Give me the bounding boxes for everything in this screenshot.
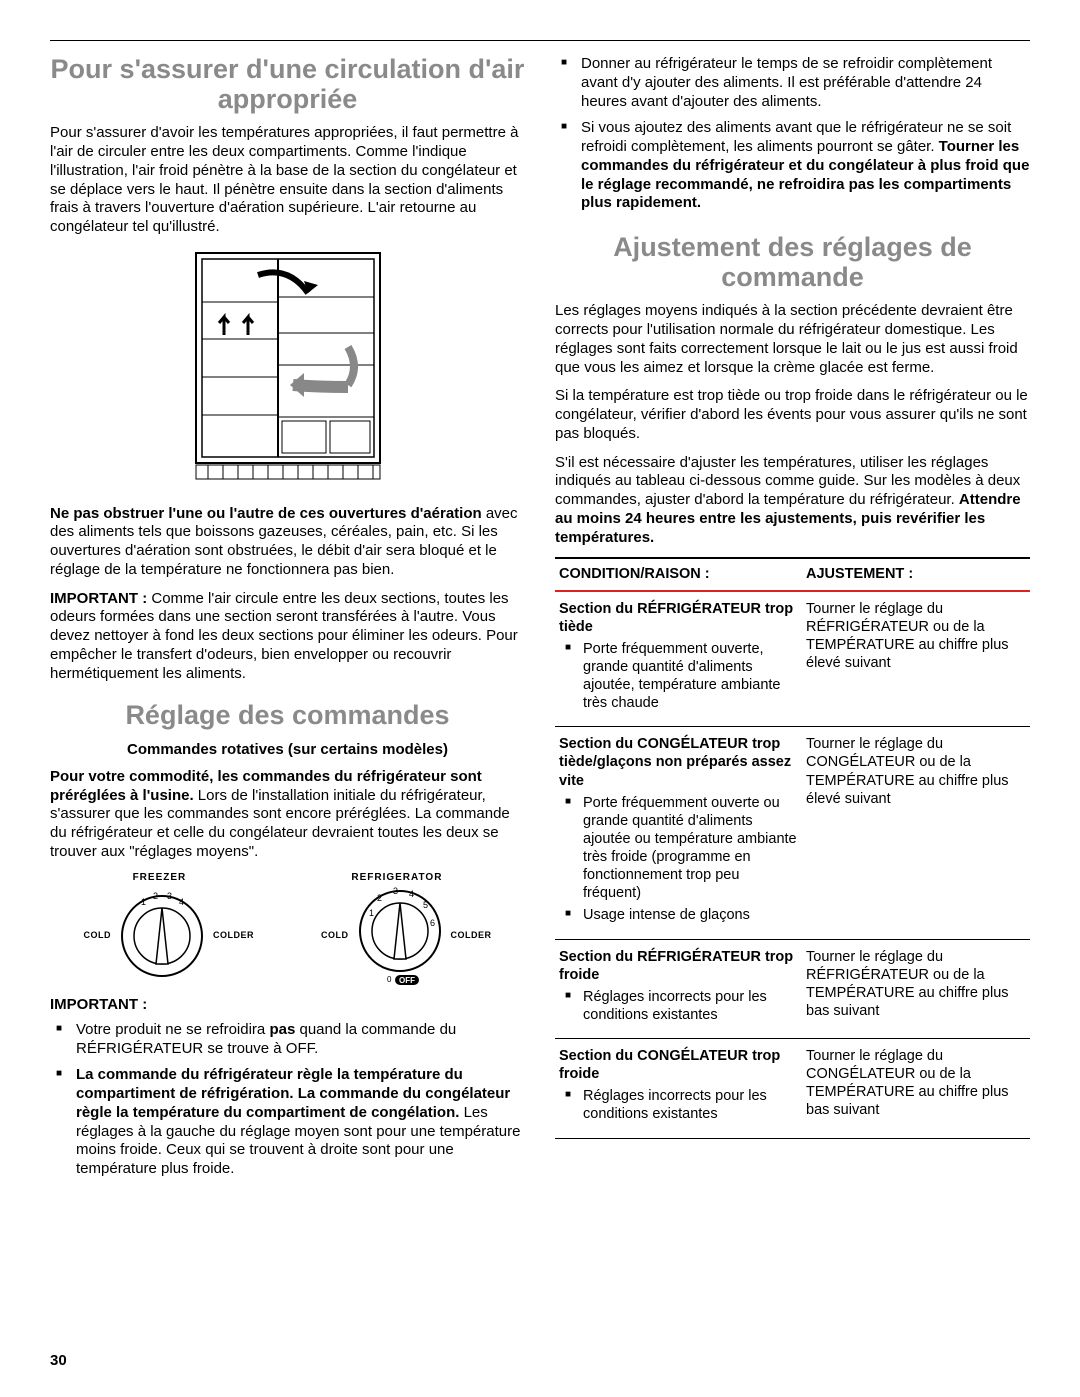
p3a: S'il est nécessaire d'ajuster les tempér… — [555, 454, 1020, 509]
svg-text:4: 4 — [179, 897, 184, 907]
cold-label-2: COLD — [321, 930, 349, 941]
svg-text:0: 0 — [387, 975, 392, 984]
cond-bullet: Usage intense de glaçons — [559, 906, 798, 924]
adj-cell: Tourner le réglage du RÉFRIGÉRATEUR ou d… — [802, 939, 1030, 1039]
svg-text:4: 4 — [409, 889, 414, 899]
cond-title: Section du CONGÉLATEUR trop froide — [559, 1047, 798, 1083]
cond-bullets: Réglages incorrects pour les conditions … — [559, 1087, 798, 1123]
section3-title: Ajustement des réglages de commande — [555, 233, 1030, 292]
important-b4: Si vous ajoutez des aliments avant que l… — [555, 119, 1030, 213]
th-adjust: AJUSTEMENT : — [802, 558, 1030, 590]
section1-p2-bold: Ne pas obstruer l'une ou l'autre de ces … — [50, 505, 482, 522]
section1-p3-label: IMPORTANT : — [50, 590, 151, 607]
important-label: IMPORTANT : — [50, 996, 525, 1015]
svg-text:6: 6 — [430, 918, 435, 928]
page-number: 30 — [50, 1352, 67, 1371]
section1-p1: Pour s'assurer d'avoir les températures … — [50, 124, 525, 237]
dial-freezer-label: FREEZER — [133, 872, 187, 885]
adj-cell: Tourner le réglage du RÉFRIGÉRATEUR ou d… — [802, 591, 1030, 727]
th-condition: CONDITION/RAISON : — [555, 558, 802, 590]
svg-text:1: 1 — [141, 897, 146, 907]
section2-p1: Pour votre commodité, les commandes du r… — [50, 768, 525, 862]
fridge-airflow-svg — [178, 247, 398, 487]
svg-text:1: 1 — [369, 908, 374, 918]
svg-text:2: 2 — [377, 893, 382, 903]
adjust-table: CONDITION/RAISON : AJUSTEMENT : Section … — [555, 557, 1030, 1138]
colder-label-2: COLDER — [451, 930, 492, 941]
cond-bullets: Réglages incorrects pour les conditions … — [559, 988, 798, 1024]
cond-cell: Section du CONGÉLATEUR trop froide Réglag… — [555, 1039, 802, 1139]
cond-bullets: Porte fréquemment ouverte ou grande quan… — [559, 794, 798, 925]
refrig-dial-svg: 12 34 56 0 OFF — [355, 886, 445, 986]
section2-title: Réglage des commandes — [50, 701, 525, 731]
section1-title: Pour s'assurer d'une circulation d'air a… — [50, 55, 525, 114]
cond-bullets: Porte fréquemment ouverte, grande quanti… — [559, 640, 798, 713]
cond-title: Section du RÉFRIGÉRATEUR trop froide — [559, 948, 798, 984]
important-b2: La commande du réfrigérateur règle la te… — [50, 1066, 525, 1179]
cold-label-1: COLD — [84, 930, 112, 941]
section1-p2: Ne pas obstruer l'une ou l'autre de ces … — [50, 505, 525, 580]
freezer-dial-svg: 12 34 — [117, 891, 207, 981]
section3-p1: Les réglages moyens indiqués à la sectio… — [555, 302, 1030, 377]
section3-p2: Si la température est trop tiède ou trop… — [555, 387, 1030, 443]
section3-p3: S'il est nécessaire d'ajuster les tempér… — [555, 454, 1030, 548]
cond-cell: Section du RÉFRIGÉRATEUR trop froide Régl… — [555, 939, 802, 1039]
cond-bullet: Réglages incorrects pour les conditions … — [559, 1087, 798, 1123]
dial-refrig-label: REFRIGERATOR — [351, 872, 442, 885]
adj-cell: Tourner le réglage du CONGÉLATEUR ou de … — [802, 727, 1030, 939]
important-b1: Votre produit ne se refroidira pas quand… — [50, 1021, 525, 1059]
table-row: Section du RÉFRIGÉRATEUR trop froide Régl… — [555, 939, 1030, 1039]
b1bold: pas — [269, 1021, 295, 1038]
dials-figure: FREEZER REFRIGERATOR COLD 12 34 COLDER C… — [50, 872, 525, 987]
cond-cell: Section du RÉFRIGÉRATEUR trop tiède Porte… — [555, 591, 802, 727]
table-row: Section du RÉFRIGÉRATEUR trop tiède Porte… — [555, 591, 1030, 727]
svg-text:2: 2 — [153, 891, 158, 901]
cond-bullet: Porte fréquemment ouverte ou grande quan… — [559, 794, 798, 903]
svg-text:3: 3 — [167, 891, 172, 901]
b1a: Votre produit ne se refroidira — [76, 1021, 269, 1038]
section1-p3: IMPORTANT : Comme l'air circule entre le… — [50, 590, 525, 684]
cond-bullet: Porte fréquemment ouverte, grande quanti… — [559, 640, 798, 713]
table-row: Section du CONGÉLATEUR trop tiède/glaçon… — [555, 727, 1030, 939]
adj-cell: Tourner le réglage du CONGÉLATEUR ou de … — [802, 1039, 1030, 1139]
cond-bullet: Réglages incorrects pour les conditions … — [559, 988, 798, 1024]
colder-label-1: COLDER — [213, 930, 254, 941]
svg-text:3: 3 — [393, 886, 398, 896]
page-content: Pour s'assurer d'une circulation d'air a… — [50, 40, 1030, 1335]
section2-subheading: Commandes rotatives (sur certains modèle… — [50, 741, 525, 760]
table-row: Section du CONGÉLATEUR trop froide Réglag… — [555, 1039, 1030, 1139]
airflow-figure — [50, 247, 525, 493]
important-b3: Donner au réfrigérateur le temps de se r… — [555, 55, 1030, 111]
cond-cell: Section du CONGÉLATEUR trop tiède/glaçon… — [555, 727, 802, 939]
svg-text:OFF: OFF — [399, 976, 415, 985]
cond-title: Section du RÉFRIGÉRATEUR trop tiède — [559, 600, 798, 636]
b2bold: La commande du réfrigérateur règle la te… — [76, 1066, 510, 1121]
cond-title: Section du CONGÉLATEUR trop tiède/glaçon… — [559, 735, 798, 789]
svg-text:5: 5 — [423, 900, 428, 910]
